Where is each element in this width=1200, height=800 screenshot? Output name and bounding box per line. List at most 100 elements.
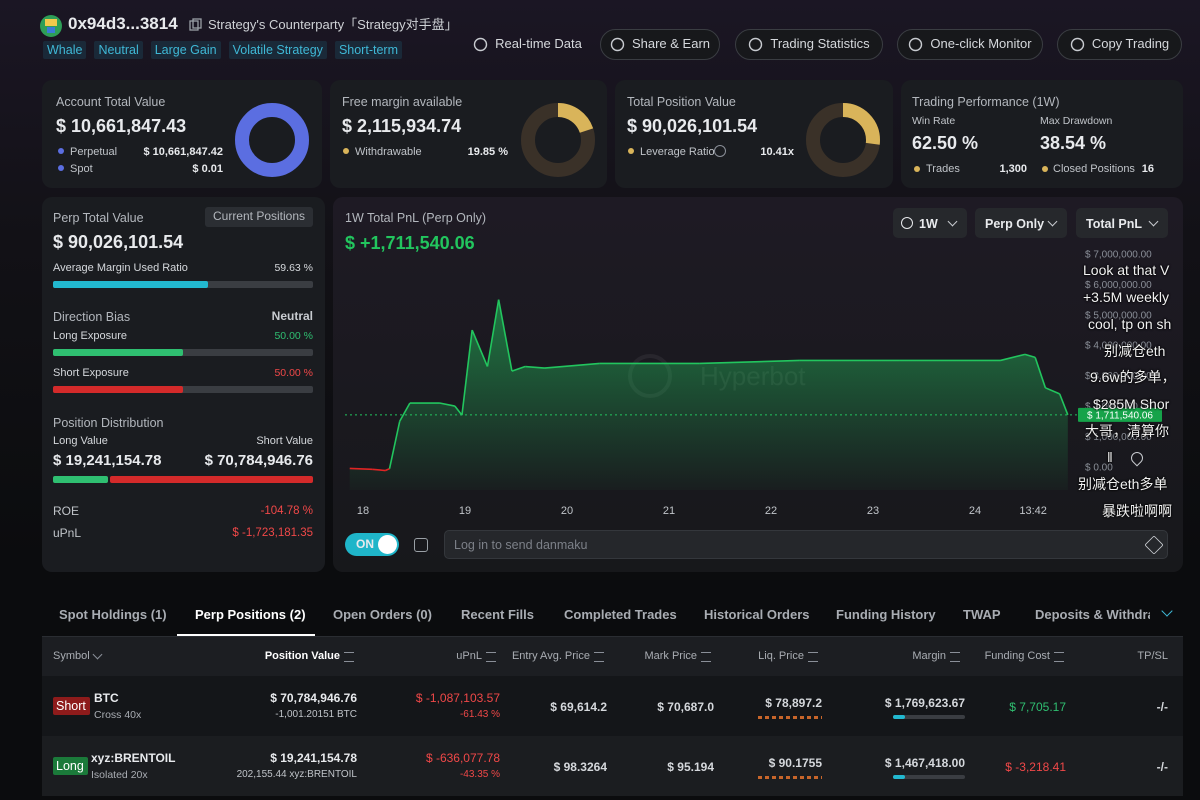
action-label[interactable]: Trading Statistics (770, 36, 870, 52)
sort-icon[interactable] (486, 652, 496, 662)
legend-dot (343, 148, 349, 154)
action-label[interactable]: Share & Earn (631, 36, 711, 52)
metric-value: 50.00 % (274, 330, 313, 342)
settings-icon[interactable] (414, 538, 428, 552)
tab[interactable]: Perp Positions (2) (195, 607, 306, 622)
margin-track (893, 775, 965, 779)
margin-fill (893, 715, 905, 719)
bias-state: Neutral (271, 309, 313, 323)
legend-label: Spot (70, 163, 93, 175)
stat-value: 38.54 % (1040, 133, 1107, 153)
input-placeholder[interactable]: Log in to send danmaku (454, 538, 588, 552)
column-header: uPnL (456, 650, 482, 662)
sort-icon[interactable] (344, 652, 354, 662)
donut-track (235, 103, 309, 177)
danmaku-message: 9.6w的多单， (1090, 369, 1176, 385)
tab[interactable]: Open Orders (0) (333, 607, 432, 622)
position-value: $ 19,241,154.78 (270, 751, 357, 765)
action-label[interactable]: One-click Monitor (930, 36, 1032, 52)
symbol: BTC (94, 691, 119, 705)
legend-dot (1042, 166, 1048, 172)
mark-price: $ 70,687.0 (657, 700, 714, 714)
legend-label: Closed Positions (1053, 163, 1135, 175)
liq-distance-bar (758, 716, 822, 719)
legend-value: $ 0.01 (192, 163, 223, 175)
progress-fill (53, 281, 209, 288)
sort-icon[interactable] (950, 652, 960, 662)
badge (205, 207, 313, 227)
column-header: Mark Price (644, 650, 697, 662)
margin-mode: Cross 40x (94, 709, 142, 721)
legend-label: Leverage Ratio (640, 146, 715, 158)
progress-fill (53, 349, 183, 356)
danmaku-input[interactable] (444, 530, 1168, 559)
filter-label[interactable]: Perp Only (985, 217, 1045, 231)
panel-title: Perp Total Value (53, 211, 144, 225)
metric-label: Average Margin Used Ratio (53, 262, 188, 274)
legend-value: 19.85 % (467, 146, 508, 158)
sort-icon[interactable] (594, 652, 604, 662)
table-header-bg (42, 636, 1183, 676)
copy-icon[interactable] (189, 18, 202, 31)
action-button[interactable]: Share & Earn (600, 29, 720, 60)
filter-label[interactable]: 1W (919, 217, 938, 231)
chart-title: 1W Total PnL (Perp Only) (345, 211, 487, 225)
side-badge (53, 757, 88, 775)
action-button[interactable]: Trading Statistics (735, 29, 883, 60)
tab[interactable]: Spot Holdings (1) (59, 607, 167, 622)
progress-track (53, 386, 313, 393)
tag: Neutral (94, 41, 143, 60)
help-icon (714, 145, 726, 157)
action-button[interactable]: Real-time Data (470, 29, 585, 60)
sort-icon[interactable] (701, 652, 711, 662)
metric-value: -104.78 % (260, 505, 313, 517)
tab[interactable]: Historical Orders (704, 607, 810, 622)
filter-dropdown[interactable] (1076, 208, 1168, 238)
tab[interactable]: TWAP (963, 607, 1001, 622)
tab[interactable]: Funding History (836, 607, 936, 622)
sort-icon[interactable] (1054, 652, 1064, 662)
column-header: Entry Avg. Price (511, 650, 590, 662)
entry-price: $ 69,614.2 (550, 700, 607, 714)
tab[interactable]: Recent Fills (461, 607, 534, 622)
liq-distance-bar (758, 776, 822, 779)
tab[interactable]: Deposits & Withdraw (1035, 608, 1150, 622)
position-size: 202,155.44 xyz:BRENTOIL (236, 769, 357, 780)
margin-track (893, 715, 965, 719)
upnl-percent: -61.43 % (459, 709, 500, 720)
tab[interactable]: Completed Trades (564, 607, 677, 622)
action-label[interactable]: Copy Trading (1091, 36, 1170, 52)
action-button[interactable]: One-click Monitor (897, 29, 1043, 60)
metric-label: Short Value (256, 435, 313, 447)
tabs-more[interactable] (1161, 605, 1173, 617)
legend-dot (58, 165, 64, 171)
action-icon (610, 37, 625, 52)
metric-label: ROE (53, 504, 80, 518)
action-icon (749, 37, 763, 52)
entry-price: $ 98.3264 (553, 760, 607, 774)
tag: Volatile Strategy (228, 41, 327, 60)
donut-segment (806, 103, 880, 177)
liq-price: $ 90.1755 (768, 756, 822, 770)
action-icon (909, 37, 923, 52)
card-title: Account Total Value (56, 95, 166, 109)
metric-value: 50.00 % (274, 367, 313, 379)
danmaku-message: 暴跌啦啊啊 (1102, 503, 1172, 519)
funding-cost: $ 7,705.17 (1009, 700, 1066, 714)
table-row-bg (42, 736, 1183, 796)
column-header: Funding Cost (984, 650, 1050, 662)
metric-label: Long Exposure (53, 330, 127, 342)
margin-fill (893, 775, 905, 779)
card-title: Free margin available (342, 95, 463, 109)
filter-label[interactable]: Total PnL (1086, 217, 1143, 231)
sort-icon[interactable] (808, 652, 818, 662)
tp-sl: -/- (1156, 760, 1168, 774)
distribution-short (109, 476, 313, 483)
toggle-label[interactable]: ON (356, 537, 374, 551)
action-label[interactable]: Real-time Data (495, 36, 582, 52)
filter-dropdown[interactable] (975, 208, 1067, 238)
wallet-subtitle: Strategy's Counterparty「Strategy对手盘」 (208, 17, 458, 32)
metric-label: Short Exposure (53, 367, 129, 379)
action-button[interactable]: Copy Trading (1057, 29, 1182, 60)
